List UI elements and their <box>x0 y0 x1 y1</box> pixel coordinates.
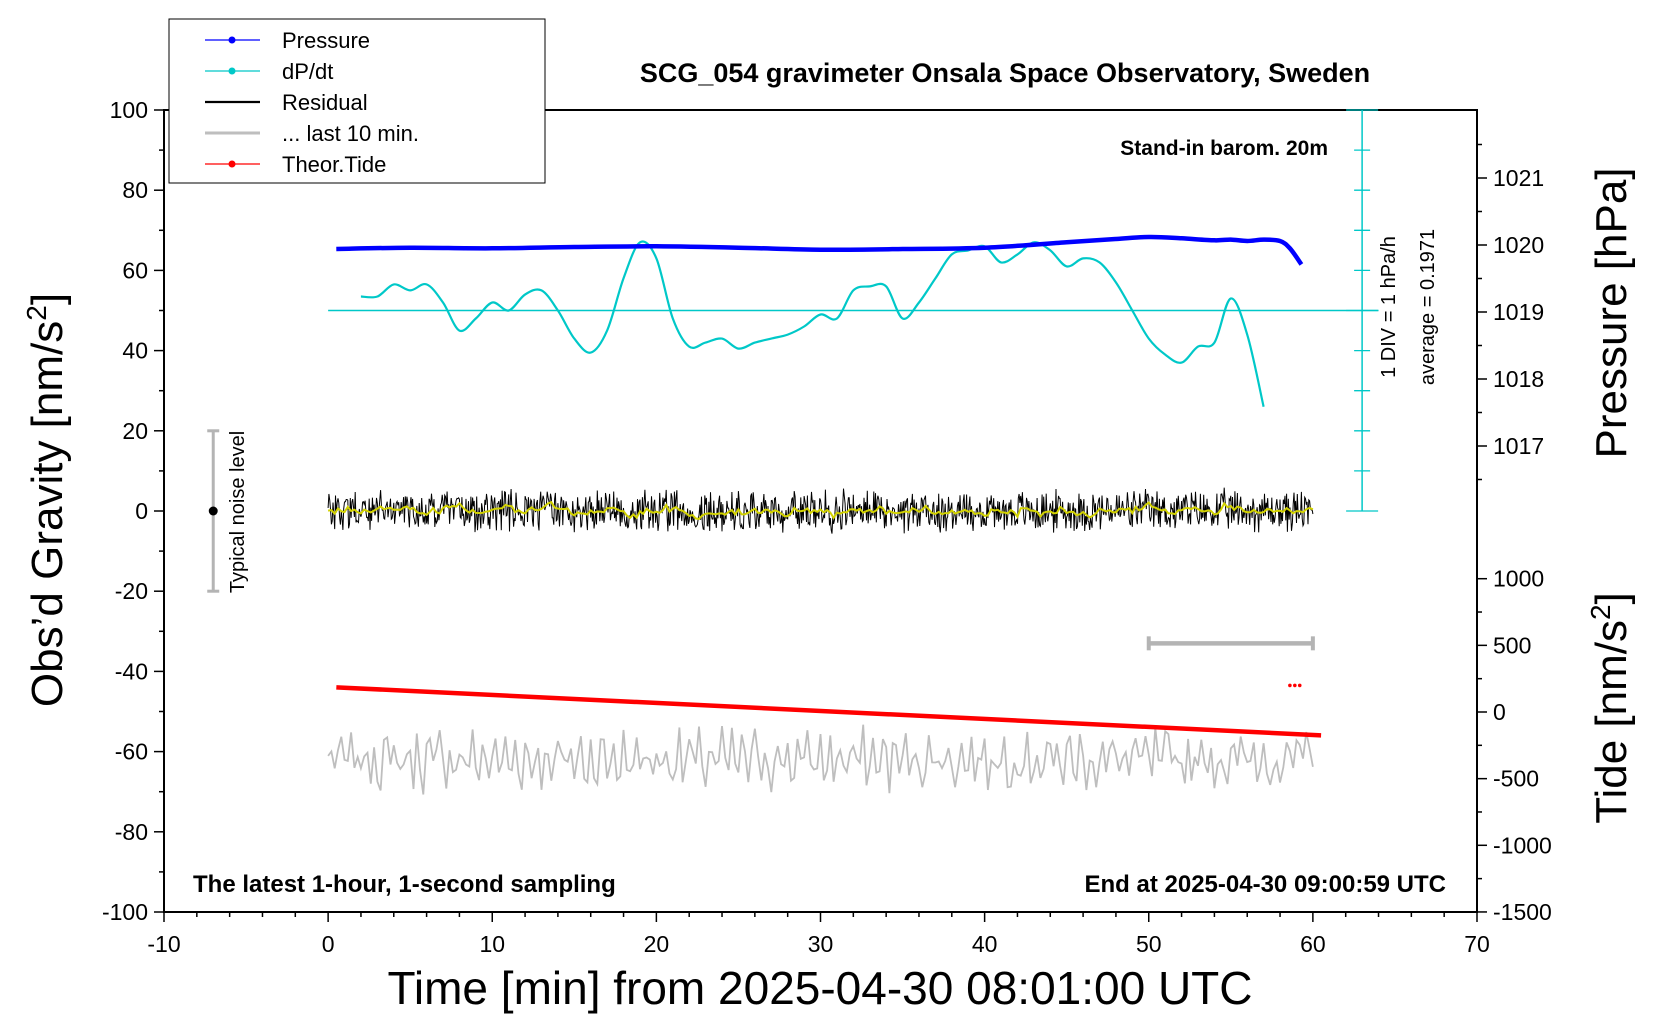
legend-marker <box>228 160 236 168</box>
end-at-label: End at 2025-04-30 09:00:59 UTC <box>1085 871 1447 898</box>
y-tick-label: 60 <box>122 257 148 283</box>
div-label: 1 DIV = 1 hPa/h <box>1378 236 1400 378</box>
latest-label: The latest 1-hour, 1-second sampling <box>193 871 616 898</box>
tide-tick-label: 1000 <box>1493 566 1544 592</box>
pressure-line <box>336 234 1304 266</box>
legend-label: ... last 10 min. <box>282 121 419 146</box>
x-axis-ticks: -10 0 10 20 30 40 50 60 70 <box>147 912 1490 957</box>
y-axis-label-left-sup: 2 <box>21 305 52 321</box>
residual-line <box>327 487 1314 534</box>
y-tick-label: -60 <box>115 739 148 765</box>
x-tick-label: 40 <box>972 931 998 957</box>
residual-smooth-line <box>327 500 1314 520</box>
y-tick-label: -40 <box>115 658 148 684</box>
dpdt-line <box>360 240 1265 407</box>
x-tick-label: 30 <box>808 931 834 957</box>
legend-label: Residual <box>282 90 368 115</box>
y-axis-label-left-end: ] <box>23 293 72 305</box>
tide-axis-ticks: -1500 -1000 -500 0 500 1000 <box>1477 566 1552 925</box>
legend-label: Theor.Tide <box>282 152 386 177</box>
y-tick-label: 20 <box>122 418 148 444</box>
tide-tick-label: -500 <box>1493 766 1539 792</box>
y-tick-label: -20 <box>115 578 148 604</box>
residual-series <box>327 487 1314 534</box>
y-axis-label-tide: Tide [nm/s2] <box>1585 592 1636 824</box>
y-tick-label: -100 <box>102 899 148 925</box>
chart-title: SCG_054 gravimeter Onsala Space Observat… <box>640 58 1370 88</box>
x-tick-label: 70 <box>1464 931 1490 957</box>
legend-marker <box>228 36 236 44</box>
noise-level-label: Typical noise level <box>227 431 249 593</box>
legend-label: Pressure <box>282 28 370 53</box>
noise-dot <box>208 506 218 516</box>
y-tick-label: 40 <box>122 338 148 364</box>
y-axis-label-pressure: Pressure [hPa] <box>1587 167 1636 458</box>
y-axis-label-left: Obs’d Gravity [nm/s2] <box>21 293 72 707</box>
legend: Pressure dP/dt Residual ... last 10 min. The… <box>205 28 419 177</box>
average-label: average = 0.1971 <box>1417 229 1439 385</box>
dpdt-series <box>360 240 1265 407</box>
last10-series <box>327 724 1314 795</box>
pressure-axis-ticks: 1017 1018 1019 1020 1021 <box>1477 143 1544 481</box>
last10-line <box>327 724 1314 795</box>
x-tick-label: -10 <box>147 931 180 957</box>
y-tick-label: 0 <box>135 498 148 524</box>
stand-in-label: Stand-in barom. 20m <box>1120 137 1328 160</box>
pressure-tick-label: 1018 <box>1493 366 1544 392</box>
legend-marker <box>228 67 236 75</box>
residual-smooth-series <box>327 500 1314 520</box>
legend-label: dP/dt <box>282 59 333 84</box>
tide-marker <box>1288 683 1292 688</box>
x-tick-label: 50 <box>1136 931 1162 957</box>
x-tick-label: 20 <box>644 931 670 957</box>
tide-tick-label: 0 <box>1493 699 1506 725</box>
y-axis-label-tide-main: Tide [nm/s <box>1587 620 1636 824</box>
y-axis-label-tide-sup: 2 <box>1585 604 1616 620</box>
pressure-tick-label: 1021 <box>1493 165 1544 191</box>
y-axis-ticks: -100 -80 -60 -40 -20 0 20 40 60 80 100 <box>102 97 164 925</box>
tide-tick-label: -1500 <box>1493 899 1552 925</box>
x-tick-label: 10 <box>479 931 505 957</box>
pressure-tick-label: 1019 <box>1493 299 1544 325</box>
tide-line <box>336 685 1322 738</box>
y-axis-label-left-main: Obs’d Gravity [nm/s <box>23 321 72 707</box>
y-tick-label: 80 <box>122 177 148 203</box>
tide-series <box>336 683 1322 738</box>
tide-tick-label: 500 <box>1493 632 1531 658</box>
pressure-tick-label: 1017 <box>1493 433 1544 459</box>
x-axis-label: Time [min] from 2025-04-30 08:01:00 UTC <box>388 962 1253 1014</box>
y-tick-label: 100 <box>110 97 148 123</box>
x-tick-label: 0 <box>322 931 335 957</box>
y-axis-label-tide-end: ] <box>1587 592 1636 604</box>
pressure-tick-label: 1020 <box>1493 232 1544 258</box>
y-tick-label: -80 <box>115 819 148 845</box>
x-tick-label: 60 <box>1300 931 1326 957</box>
pressure-series <box>336 234 1304 266</box>
tide-tick-label: -1000 <box>1493 832 1552 858</box>
noise-level-bar <box>207 429 220 593</box>
tide-marker <box>1293 683 1297 688</box>
last10-bracket <box>1146 636 1315 651</box>
tide-marker <box>1297 683 1302 688</box>
